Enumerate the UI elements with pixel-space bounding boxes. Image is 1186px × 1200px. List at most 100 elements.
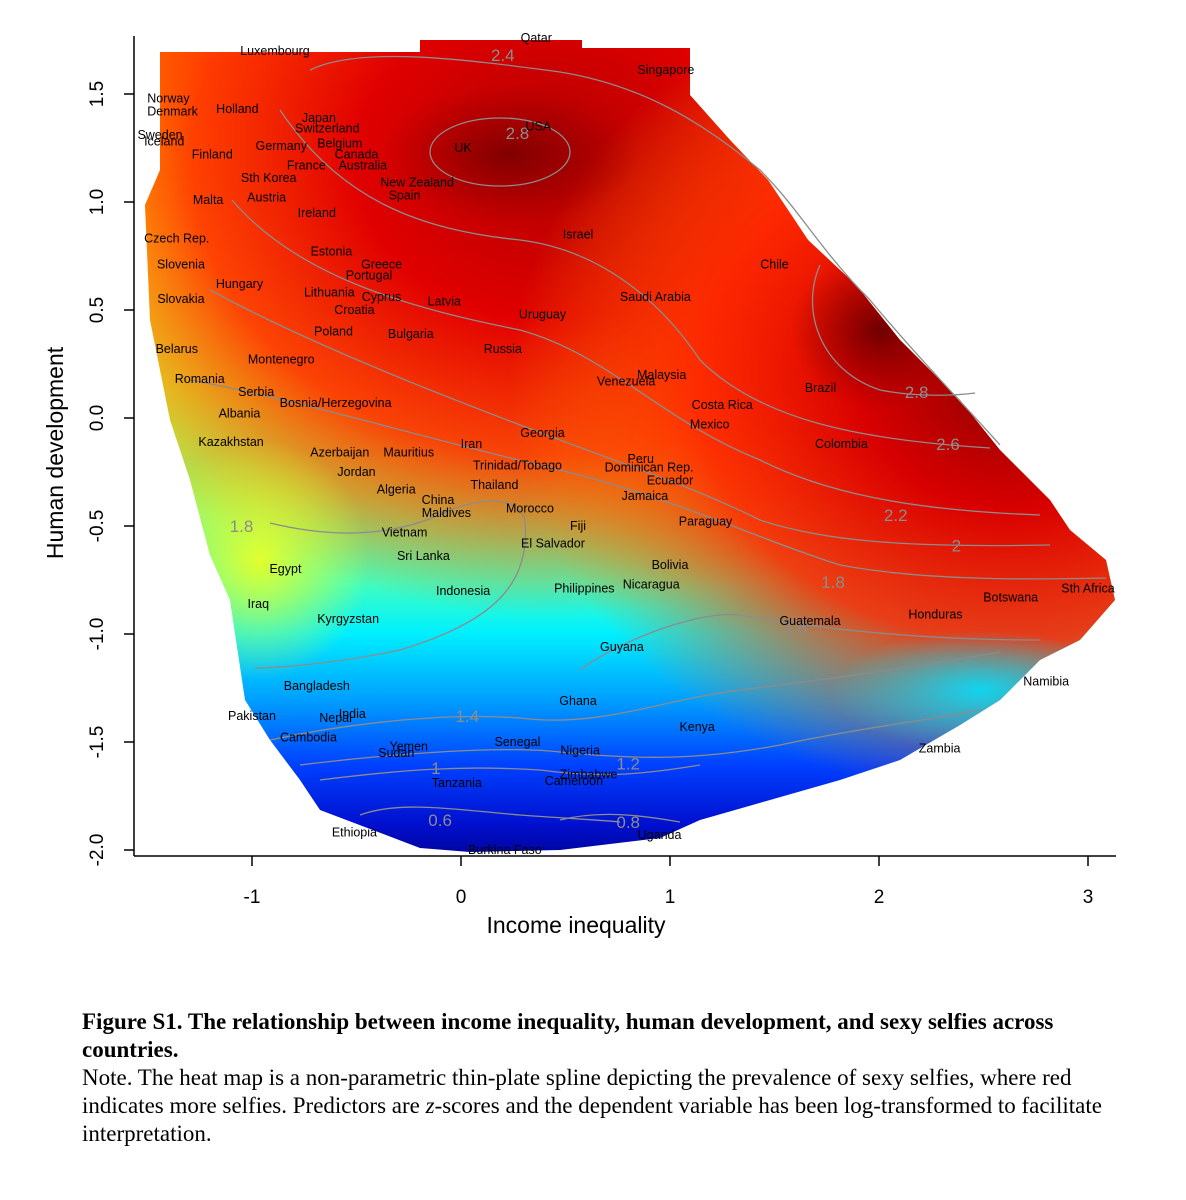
country-label: Israel — [563, 227, 594, 241]
contour-label: 1.6 — [784, 619, 808, 638]
x-tick-label: 2 — [874, 887, 885, 908]
country-label: Sri Lanka — [397, 549, 450, 563]
country-label: Sth Africa — [1061, 582, 1115, 596]
country-label: Belgium — [317, 137, 362, 151]
country-label: Serbia — [238, 385, 274, 399]
contour-label: 1.4 — [455, 707, 479, 726]
country-label: Bangladesh — [284, 679, 350, 693]
contour-label: 2.8 — [905, 383, 929, 402]
country-label: Iraq — [247, 597, 269, 611]
country-label: Morocco — [506, 502, 554, 516]
country-label: Saudi Arabia — [620, 290, 691, 304]
country-label: Holland — [216, 102, 258, 116]
contour-label: 2 — [952, 536, 961, 555]
country-label: Cyprus — [362, 290, 402, 304]
y-ticks: -2.0 -1.5 -1.0 -0.5 0.0 0.5 1.0 1.5 — [87, 81, 134, 866]
country-label: Slovakia — [157, 292, 204, 306]
country-label: Kazakhstan — [198, 435, 263, 449]
country-label: Costa Rica — [692, 398, 753, 412]
country-label: Canada — [335, 147, 379, 161]
x-tick-label: 3 — [1083, 887, 1094, 908]
country-label: Albania — [219, 407, 261, 421]
caption-note-text: Note. The heat map is a non-parametric t… — [82, 1065, 1072, 1118]
country-label: Indonesia — [436, 584, 490, 598]
country-label: Burkina Faso — [468, 843, 542, 857]
country-label: Zambia — [919, 741, 961, 755]
country-label: Venezuela — [597, 374, 655, 388]
country-label: Norway — [147, 91, 190, 105]
country-label: Namibia — [1023, 675, 1069, 689]
country-label: Tanzania — [432, 776, 482, 790]
country-label: Mexico — [690, 417, 730, 431]
country-label: Georgia — [520, 426, 565, 440]
country-label: Spain — [389, 189, 421, 203]
country-label: Iran — [461, 437, 483, 451]
country-label: Philippines — [554, 582, 614, 596]
country-label: Maldives — [422, 506, 471, 520]
country-label: Azerbaijan — [310, 446, 369, 460]
country-label: Slovenia — [157, 258, 205, 272]
country-label: Ireland — [298, 206, 336, 220]
heatmap-chart: 2.8 2.8 2.6 2.4 2.2 2 1.8 1.8 1.6 1.4 1.2 1 0.6 0.8 Q… — [42, 31, 1116, 938]
country-label: Kenya — [679, 720, 714, 734]
country-label: Latvia — [428, 294, 461, 308]
y-tick-label: 1.5 — [87, 81, 108, 107]
x-tick-label: -1 — [244, 887, 261, 908]
country-label: Montenegro — [248, 353, 315, 367]
country-label: Mauritius — [383, 446, 434, 460]
caption-note-italic: z — [425, 1093, 435, 1118]
contour-label: 0.8 — [616, 813, 640, 832]
contour-label: 2.4 — [491, 46, 515, 65]
country-label: Botswana — [983, 590, 1038, 604]
country-label: Thailand — [470, 478, 518, 492]
contour-labels: 2.8 2.8 2.6 2.4 2.2 2 1.8 1.8 1.6 1.4 1.2 1 0.6 0.8 — [230, 46, 961, 832]
contour-label: 0.6 — [428, 811, 452, 830]
country-label: Malta — [193, 193, 224, 207]
country-label: Guatemala — [779, 614, 840, 628]
contour-label: 2.6 — [936, 435, 960, 454]
country-label: China — [422, 493, 455, 507]
country-label: Ghana — [559, 694, 597, 708]
country-label: Cambodia — [280, 731, 337, 745]
country-label: Senegal — [494, 735, 540, 749]
country-label: Singapore — [637, 63, 694, 77]
x-axis-label: Income inequality — [487, 912, 666, 938]
country-label: Qatar — [521, 31, 552, 45]
country-label: France — [287, 158, 326, 172]
country-label: Guyana — [600, 640, 644, 654]
country-label: India — [339, 707, 366, 721]
country-label: USA — [525, 119, 551, 133]
country-label: Nicaragua — [623, 577, 680, 591]
country-label: Ethiopia — [332, 826, 377, 840]
country-label: Australia — [338, 158, 387, 172]
country-label: Greece — [361, 258, 402, 272]
country-label: Iceland — [144, 135, 184, 149]
country-label: Algeria — [377, 482, 416, 496]
country-label: Bulgaria — [388, 327, 434, 341]
contour-label: 1 — [431, 759, 440, 778]
country-label: Zimbabwe — [560, 767, 618, 781]
country-label: Austria — [247, 191, 286, 205]
country-label: El Salvador — [521, 536, 585, 550]
country-label: Egypt — [269, 562, 301, 576]
contour-label: 2.8 — [506, 124, 530, 143]
country-label: Japan — [302, 111, 336, 125]
country-label: Pakistan — [228, 709, 276, 723]
country-label: Estonia — [311, 245, 353, 259]
country-label: Peru — [628, 452, 654, 466]
country-label: Vietnam — [382, 525, 428, 539]
country-label: Germany — [256, 139, 308, 153]
y-tick-label: 1.0 — [87, 189, 108, 215]
x-ticks: -1 0 1 2 3 — [244, 856, 1094, 908]
country-label: Dominican Rep. — [605, 461, 694, 475]
country-label: Romania — [175, 372, 225, 386]
country-label: Nepal — [319, 711, 352, 725]
y-tick-label: -1.0 — [87, 618, 108, 651]
country-label: Cameroon — [545, 774, 603, 788]
country-label: Honduras — [908, 608, 962, 622]
country-label: Paraguay — [679, 515, 733, 529]
contour-label: 1.8 — [230, 517, 254, 536]
country-label: Brazil — [805, 381, 836, 395]
country-label: New Zealand — [380, 176, 454, 190]
contour-label: 1.8 — [821, 573, 845, 592]
